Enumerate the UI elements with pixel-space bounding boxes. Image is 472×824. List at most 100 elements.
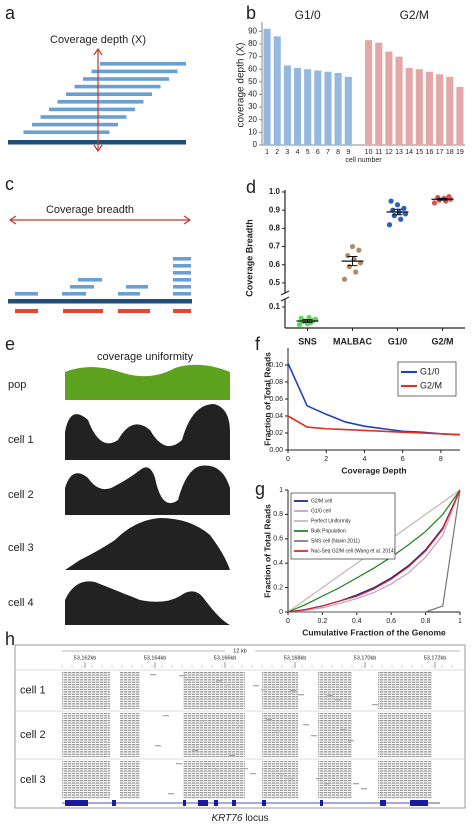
covered-segment: [118, 309, 150, 313]
x-tick-label: 3: [285, 149, 289, 156]
panel-letter: g: [255, 479, 265, 499]
stray-read: [287, 778, 293, 780]
legend-box: [290, 492, 396, 560]
x-tick-label: G1/0: [388, 336, 408, 346]
stray-read: [353, 783, 359, 785]
y-tick-label: 90: [248, 26, 257, 35]
legend-label: G1/0: [420, 366, 440, 376]
y-tick-label: 0: [253, 140, 258, 149]
legend-label: Bulk Population: [311, 528, 346, 534]
exon: [232, 800, 236, 806]
read-stack: [183, 761, 245, 799]
ruler-label: 53,162kb: [74, 655, 97, 661]
read: [78, 278, 102, 282]
data-point: [341, 276, 348, 282]
ruler-label: 53,170kb: [354, 655, 377, 661]
stray-read: [253, 685, 259, 687]
bar: [436, 74, 444, 145]
track-label: cell 3: [20, 774, 46, 786]
y-tick-label: 30: [248, 102, 257, 111]
read: [83, 77, 169, 81]
y-axis-label: Fraction of Total Reads: [262, 352, 272, 446]
y-tick-label: 0.10: [269, 362, 283, 369]
read: [173, 271, 191, 275]
stray-read: [229, 755, 235, 757]
x-tick-label: 18: [446, 149, 454, 156]
read-stack: [62, 672, 110, 709]
y-tick-label: 1: [279, 487, 283, 494]
stray-read: [168, 793, 174, 795]
exon: [183, 800, 186, 806]
exon: [112, 800, 116, 806]
bar: [385, 51, 393, 145]
x-tick-label: 17: [436, 149, 444, 156]
axis-break: [280, 290, 290, 302]
group-title: G2/M: [400, 8, 429, 22]
stray-read: [205, 763, 211, 765]
y-tick-label: 1.0: [269, 187, 281, 196]
read-stack: [62, 713, 110, 757]
y-axis-label: Coverage Breadth: [244, 219, 254, 297]
y-tick-label: 80: [248, 39, 257, 48]
row-label: cell 4: [8, 597, 34, 609]
series-line: [287, 489, 461, 613]
x-tick-label: 8: [439, 456, 443, 463]
read: [49, 107, 135, 112]
data-point: [386, 222, 393, 228]
x-tick-label: SNS: [298, 336, 317, 346]
panel-letter: e: [5, 334, 15, 354]
reference: [8, 299, 192, 304]
data-point: [446, 193, 452, 200]
stray-read: [335, 699, 341, 701]
stray-read: [176, 763, 182, 765]
stray-read: [187, 679, 193, 681]
read: [100, 62, 186, 66]
bar: [293, 67, 302, 145]
x-tick-label: 0: [286, 456, 290, 463]
bar: [283, 65, 291, 145]
x-tick-label: 16: [426, 149, 434, 156]
covered-segment: [63, 309, 103, 313]
x-tick-label: 5: [306, 149, 310, 156]
stray-read: [290, 690, 296, 692]
cell-profile: [65, 518, 230, 570]
x-tick-label: 6: [316, 149, 320, 156]
y-tick-label: 0.04: [269, 413, 283, 420]
caption-text: locus: [245, 813, 268, 824]
stray-read: [216, 680, 222, 682]
bar: [365, 40, 373, 145]
exon: [410, 800, 428, 806]
bar: [405, 67, 413, 145]
stray-read: [324, 783, 330, 785]
exon: [262, 800, 266, 806]
y-tick-label: 0.9: [269, 205, 281, 214]
stray-read: [163, 715, 169, 717]
y-tick-label: 0.02: [269, 430, 283, 437]
bar: [334, 73, 342, 145]
stray-read: [179, 675, 185, 677]
row-label: cell 1: [8, 434, 34, 446]
bar: [314, 70, 322, 145]
data-point: [346, 263, 352, 270]
y-tick-label: 0.5: [269, 278, 281, 287]
x-tick-label: 0.2: [318, 618, 328, 625]
panel-letter: a: [5, 3, 16, 23]
legend-label: G2/M cell: [311, 498, 332, 504]
x-tick-label: 9: [346, 149, 350, 156]
x-tick-label: 15: [415, 149, 423, 156]
bar: [273, 36, 281, 145]
x-tick-label: 11: [375, 149, 382, 156]
pop-profile: [65, 364, 230, 400]
y-tick-label: 0: [279, 609, 283, 616]
series-line: [288, 489, 461, 613]
stray-read: [327, 695, 333, 697]
data-point: [401, 205, 407, 211]
stray-read: [340, 729, 346, 731]
bar: [344, 76, 352, 145]
scale-label: 12 kb: [233, 648, 246, 654]
panel-letter: b: [246, 3, 256, 23]
x-tick-label: 0.4: [352, 618, 362, 625]
gene-name: KRT76: [211, 813, 242, 824]
x-tick-label: 7: [326, 149, 330, 156]
